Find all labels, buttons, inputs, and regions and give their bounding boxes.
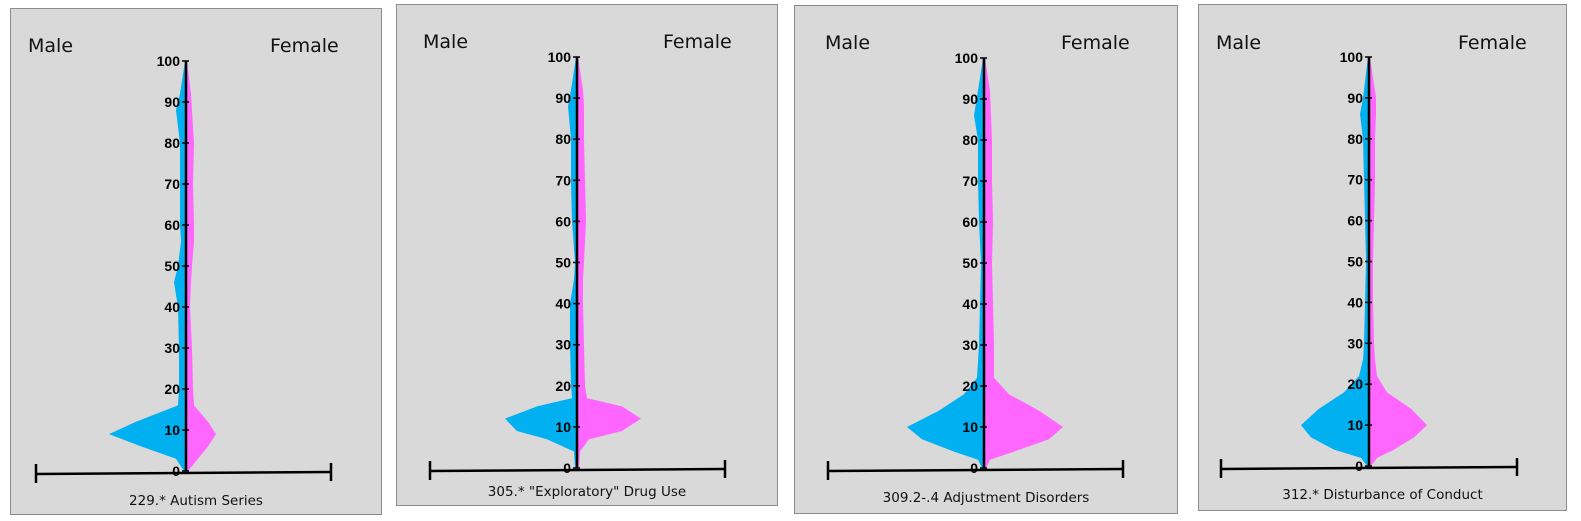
male-label: Male xyxy=(1216,32,1262,54)
horizontal-axis xyxy=(827,467,1124,473)
y-tick-label: 40 xyxy=(1347,294,1363,310)
y-tick-label: 10 xyxy=(962,419,978,435)
y-tick-label: 70 xyxy=(164,176,180,192)
horizontal-axis xyxy=(35,470,332,476)
y-tick-label: 0 xyxy=(1355,458,1363,474)
y-tick-label: 30 xyxy=(962,337,978,353)
violin-chart: 0 10 20 30 40 50 60 70 80 90 100 xyxy=(34,53,333,483)
y-tick-label: 20 xyxy=(555,378,571,394)
female-label: Female xyxy=(1061,32,1130,54)
y-tick-label: 10 xyxy=(1347,417,1363,433)
female-distribution-area xyxy=(577,57,641,468)
chart-title: 305.* "Exploratory" Drug Use xyxy=(487,484,687,500)
y-tick-label: 80 xyxy=(1347,131,1363,147)
y-tick-label: 90 xyxy=(1347,90,1363,106)
chart-panel-4: Male Female 0 10 20 30 40 50 60 70 80 90 100 312.*… xyxy=(1198,4,1567,511)
chart-panel-1: Male Female 0 10 20 30 40 50 60 70 80 90 100 229.*… xyxy=(10,8,382,515)
y-tick-label: 30 xyxy=(555,337,571,353)
y-tick-label: 60 xyxy=(1347,213,1363,229)
y-tick-label: 70 xyxy=(1347,172,1363,188)
chart-title: 229.* Autism Series xyxy=(129,493,263,509)
chart-panel-2: Male Female 0 10 20 30 40 50 60 70 80 90 100 305.*… xyxy=(396,4,778,506)
male-distribution-area xyxy=(1301,57,1369,466)
violin-chart: 0 10 20 30 40 50 60 70 80 90 100 xyxy=(1219,49,1519,478)
y-tick-label: 60 xyxy=(164,217,180,233)
violin-chart: 0 10 20 30 40 50 60 70 80 90 100 xyxy=(826,50,1125,480)
y-tick-label: 90 xyxy=(962,91,978,107)
female-label: Female xyxy=(1458,32,1527,54)
male-label: Male xyxy=(28,35,74,57)
y-tick-label: 90 xyxy=(164,94,180,110)
chart-panel-3: Male Female 0 10 20 30 40 50 60 70 80 90 100 309.2… xyxy=(794,5,1178,514)
y-tick-label: 100 xyxy=(1340,49,1364,65)
y-tick-label: 50 xyxy=(1347,254,1363,270)
male-distribution-area xyxy=(109,61,186,471)
y-tick-label: 20 xyxy=(164,381,180,397)
y-tick-label: 0 xyxy=(563,460,571,476)
female-distribution-area xyxy=(984,58,1063,468)
y-tick-label: 70 xyxy=(555,172,571,188)
y-tick-label: 80 xyxy=(164,135,180,151)
female-distribution-area xyxy=(186,61,216,471)
y-tick-label: 20 xyxy=(1347,376,1363,392)
y-tick-label: 20 xyxy=(962,378,978,394)
male-distribution-area xyxy=(505,57,577,468)
female-label: Female xyxy=(663,31,732,53)
y-tick-label: 0 xyxy=(172,463,180,479)
y-tick-label: 100 xyxy=(548,49,572,65)
y-tick-label: 10 xyxy=(164,422,180,438)
chart-title: 312.* Disturbance of Conduct xyxy=(1282,487,1483,503)
y-tick-label: 40 xyxy=(555,296,571,312)
y-tick-label: 80 xyxy=(962,132,978,148)
y-tick-label: 70 xyxy=(962,173,978,189)
y-tick-label: 60 xyxy=(555,213,571,229)
chart-title: 309.2-.4 Adjustment Disorders xyxy=(882,490,1090,506)
y-tick-label: 0 xyxy=(970,460,978,476)
y-tick-label: 30 xyxy=(1347,335,1363,351)
y-tick-label: 40 xyxy=(962,296,978,312)
y-tick-label: 100 xyxy=(157,53,181,69)
horizontal-axis xyxy=(429,467,726,473)
y-tick-label: 60 xyxy=(962,214,978,230)
y-tick-label: 30 xyxy=(164,340,180,356)
male-label: Male xyxy=(423,31,469,53)
horizontal-axis xyxy=(1220,465,1518,471)
y-tick-label: 10 xyxy=(555,419,571,435)
y-tick-label: 100 xyxy=(955,50,979,66)
y-tick-label: 80 xyxy=(555,131,571,147)
female-label: Female xyxy=(270,35,339,57)
male-distribution-area xyxy=(907,58,984,468)
y-tick-label: 50 xyxy=(164,258,180,274)
y-tick-label: 40 xyxy=(164,299,180,315)
y-tick-label: 50 xyxy=(555,255,571,271)
female-distribution-area xyxy=(1369,57,1427,466)
male-label: Male xyxy=(825,32,871,54)
y-tick-label: 90 xyxy=(555,90,571,106)
y-tick-label: 50 xyxy=(962,255,978,271)
violin-chart: 0 10 20 30 40 50 60 70 80 90 100 xyxy=(428,49,727,480)
